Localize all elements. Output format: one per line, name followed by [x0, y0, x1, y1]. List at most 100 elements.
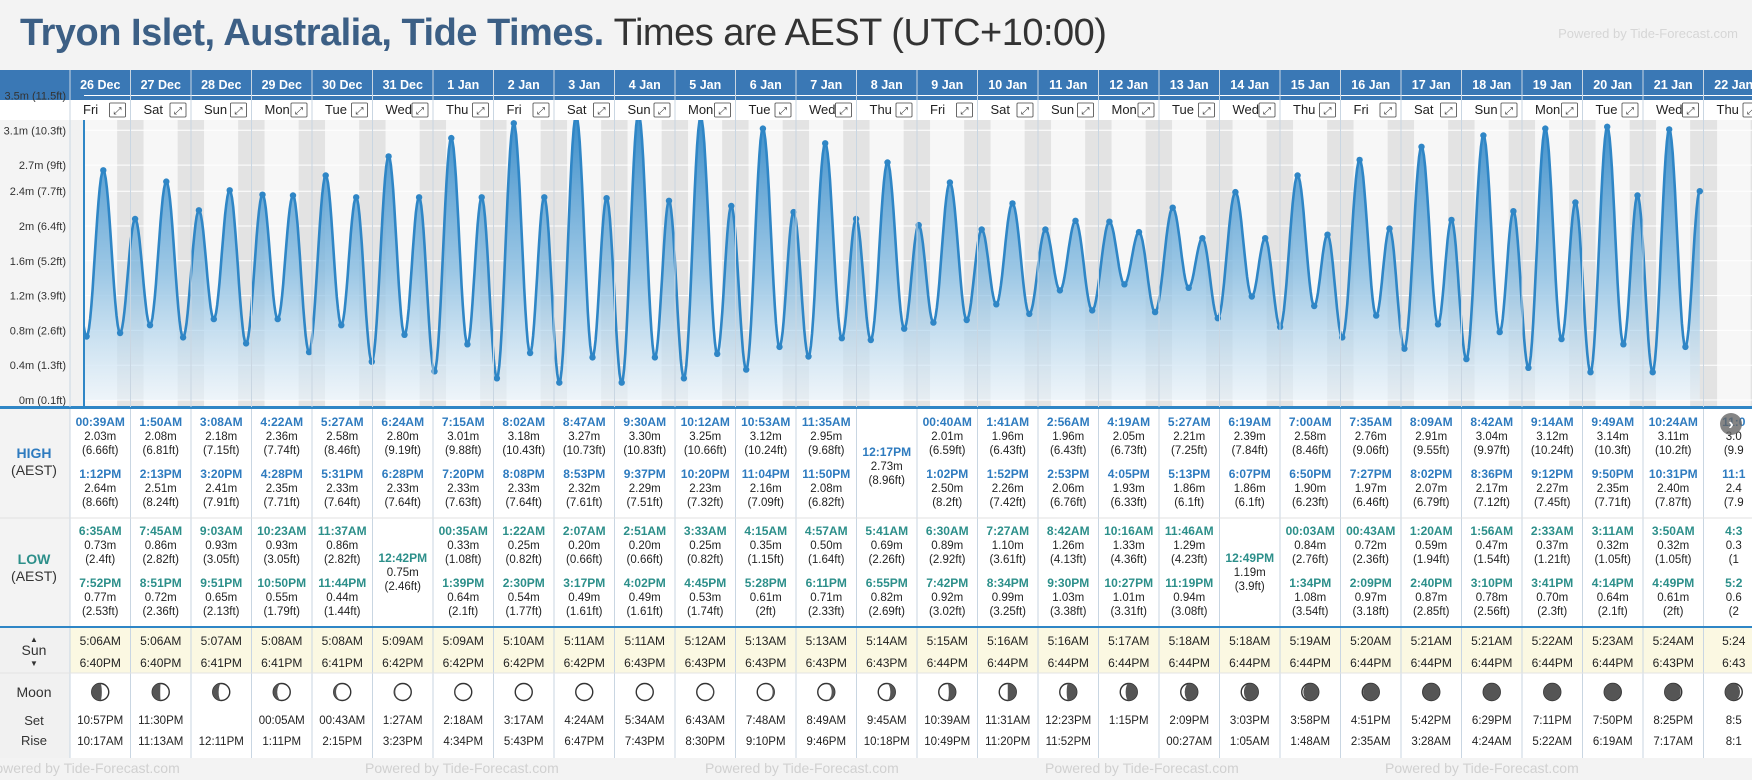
- high-tide-height-ft: (10.24ft): [1531, 445, 1574, 457]
- low-tide-height-ft: (1.61ft): [627, 606, 664, 618]
- expand-button[interactable]: [956, 102, 973, 118]
- low-tide-time: 10:23AM: [257, 524, 306, 538]
- high-tide-time: 7:20PM: [442, 467, 484, 481]
- high-tide-time: 00:39AM: [76, 415, 125, 429]
- sunset-time: 6:40PM: [80, 656, 121, 670]
- low-tide-time: 2:07AM: [563, 524, 606, 538]
- low-tide-time: 2:40PM: [1410, 576, 1452, 590]
- scroll-right-button[interactable]: [1720, 413, 1742, 435]
- sunrise-time: 5:07AM: [201, 634, 242, 648]
- high-tide-height-ft: (9.06ft): [1353, 445, 1390, 457]
- weekday-label: Thu: [1717, 102, 1739, 117]
- footer-watermark: Powered by Tide-Forecast.com: [1385, 760, 1579, 776]
- expand-button[interactable]: [1742, 102, 1752, 118]
- expand-button[interactable]: [532, 102, 550, 118]
- expand-button[interactable]: [1016, 102, 1034, 118]
- high-tide-point: [1386, 225, 1393, 232]
- date-label: 10 Jan: [988, 78, 1027, 92]
- low-tide-height-m: 0.54m: [508, 592, 540, 604]
- expand-button[interactable]: [109, 102, 126, 118]
- expand-button[interactable]: [1561, 102, 1578, 118]
- sunrise-time: 5:18AM: [1229, 634, 1270, 648]
- high-tide-height-m: 1.93m: [1113, 483, 1145, 495]
- expand-icon: ⤢: [174, 106, 182, 117]
- high-tide-height-m: 1.96m: [992, 431, 1024, 443]
- moon-shadow: [1483, 683, 1501, 701]
- expand-button[interactable]: [1077, 102, 1094, 118]
- expand-button[interactable]: [1198, 102, 1215, 118]
- date-label: 9 Jan: [931, 78, 963, 92]
- low-tide-height-m: 0.92m: [931, 592, 963, 604]
- weekday-label: Sun: [628, 102, 651, 117]
- expand-button[interactable]: [774, 102, 792, 118]
- moon-shadow: [1725, 683, 1740, 701]
- expand-button[interactable]: [895, 102, 913, 118]
- low-tide-time: 8:34PM: [987, 576, 1029, 590]
- y-tick-label: 0m (0.1ft): [19, 395, 66, 407]
- expand-button[interactable]: [1319, 102, 1336, 118]
- low-tide-height-ft: (1.77ft): [506, 606, 543, 618]
- low-tide-height-m: 0.89m: [931, 540, 963, 552]
- sunrise-time: 5:08AM: [322, 634, 363, 648]
- low-tide-height-ft: (1.94ft): [1413, 554, 1450, 566]
- sunrise-time: 5:10AM: [503, 634, 544, 648]
- y-tick-label: 0.4m (1.3ft): [10, 360, 66, 372]
- expand-button[interactable]: [1500, 102, 1518, 118]
- weekday-label: Thu: [446, 102, 468, 117]
- moonrise-time: 7:43PM: [625, 736, 665, 748]
- sunset-time: 6:44PM: [1169, 656, 1210, 670]
- high-tide-height-ft: (8.46ft): [1292, 445, 1329, 457]
- expand-button[interactable]: [290, 102, 308, 118]
- high-tide-height-ft: (10.83ft): [623, 445, 666, 457]
- high-tide-height-m: 2.80m: [387, 431, 419, 443]
- expand-button[interactable]: [351, 102, 368, 118]
- low-tide-height-m: 0.47m: [1476, 540, 1508, 552]
- title-bar: Tryon Islet, Australia, Tide Times. Times…: [0, 0, 1752, 70]
- high-tide-height-m: 2.05m: [1113, 431, 1145, 443]
- high-tide-time: 1:50AM: [139, 415, 182, 429]
- expand-button[interactable]: [653, 102, 671, 118]
- expand-icon: ⤢: [779, 106, 787, 117]
- expand-button[interactable]: [1440, 102, 1457, 118]
- high-tide-height-m: 3.04m: [1476, 431, 1508, 443]
- expand-button[interactable]: [1379, 102, 1397, 118]
- high-tide-time: 5:27AM: [321, 415, 364, 429]
- low-tide-time: 00:35AM: [439, 524, 488, 538]
- date-label: 30 Dec: [322, 78, 362, 92]
- expand-button[interactable]: [411, 102, 429, 118]
- footer-watermark: Powered by Tide-Forecast.com: [365, 760, 559, 776]
- weekday-label: Sat: [1414, 102, 1434, 117]
- expand-button[interactable]: [1682, 102, 1699, 118]
- sunset-time: 6:41PM: [261, 656, 302, 670]
- high-tide-point: [698, 120, 703, 121]
- expand-button[interactable]: [835, 102, 852, 118]
- moon-shadow: [1125, 683, 1138, 701]
- moon-shadow: [886, 683, 896, 701]
- low-tide-height-m: 0.20m: [629, 540, 661, 552]
- expand-button[interactable]: [1137, 102, 1155, 118]
- high-tide-height-ft: (9.55ft): [1413, 445, 1450, 457]
- high-tide-height-ft: (10.66ft): [684, 445, 727, 457]
- high-tide-time: 6:24AM: [381, 415, 424, 429]
- expand-button[interactable]: [714, 102, 731, 118]
- high-tide-height-ft: (7.12ft): [1474, 497, 1511, 509]
- expand-button[interactable]: [230, 102, 247, 118]
- low-tide-time: 6:11PM: [806, 576, 847, 590]
- moon-shadow: [1243, 683, 1259, 701]
- expand-button[interactable]: [472, 102, 489, 118]
- low-tide-height-m: 0.33m: [447, 540, 479, 552]
- high-tide-point: [478, 194, 485, 201]
- low-tide-time: 1:20AM: [1410, 524, 1453, 538]
- expand-button[interactable]: [1621, 102, 1639, 118]
- high-tide-time: 12:17PM: [862, 445, 911, 459]
- low-tide-time: 5:28PM: [745, 576, 787, 590]
- date-label: 26 Dec: [80, 78, 120, 92]
- low-tide-time: 3:10PM: [1471, 576, 1513, 590]
- expand-button[interactable]: [593, 102, 610, 118]
- expand-icon: ⤢: [1324, 106, 1332, 117]
- expand-button[interactable]: [169, 102, 187, 118]
- expand-button[interactable]: [1258, 102, 1276, 118]
- high-tide-point: [448, 134, 455, 142]
- sunset-time: 6:42PM: [382, 656, 423, 670]
- high-tide-time: 6:07PM: [1229, 467, 1271, 481]
